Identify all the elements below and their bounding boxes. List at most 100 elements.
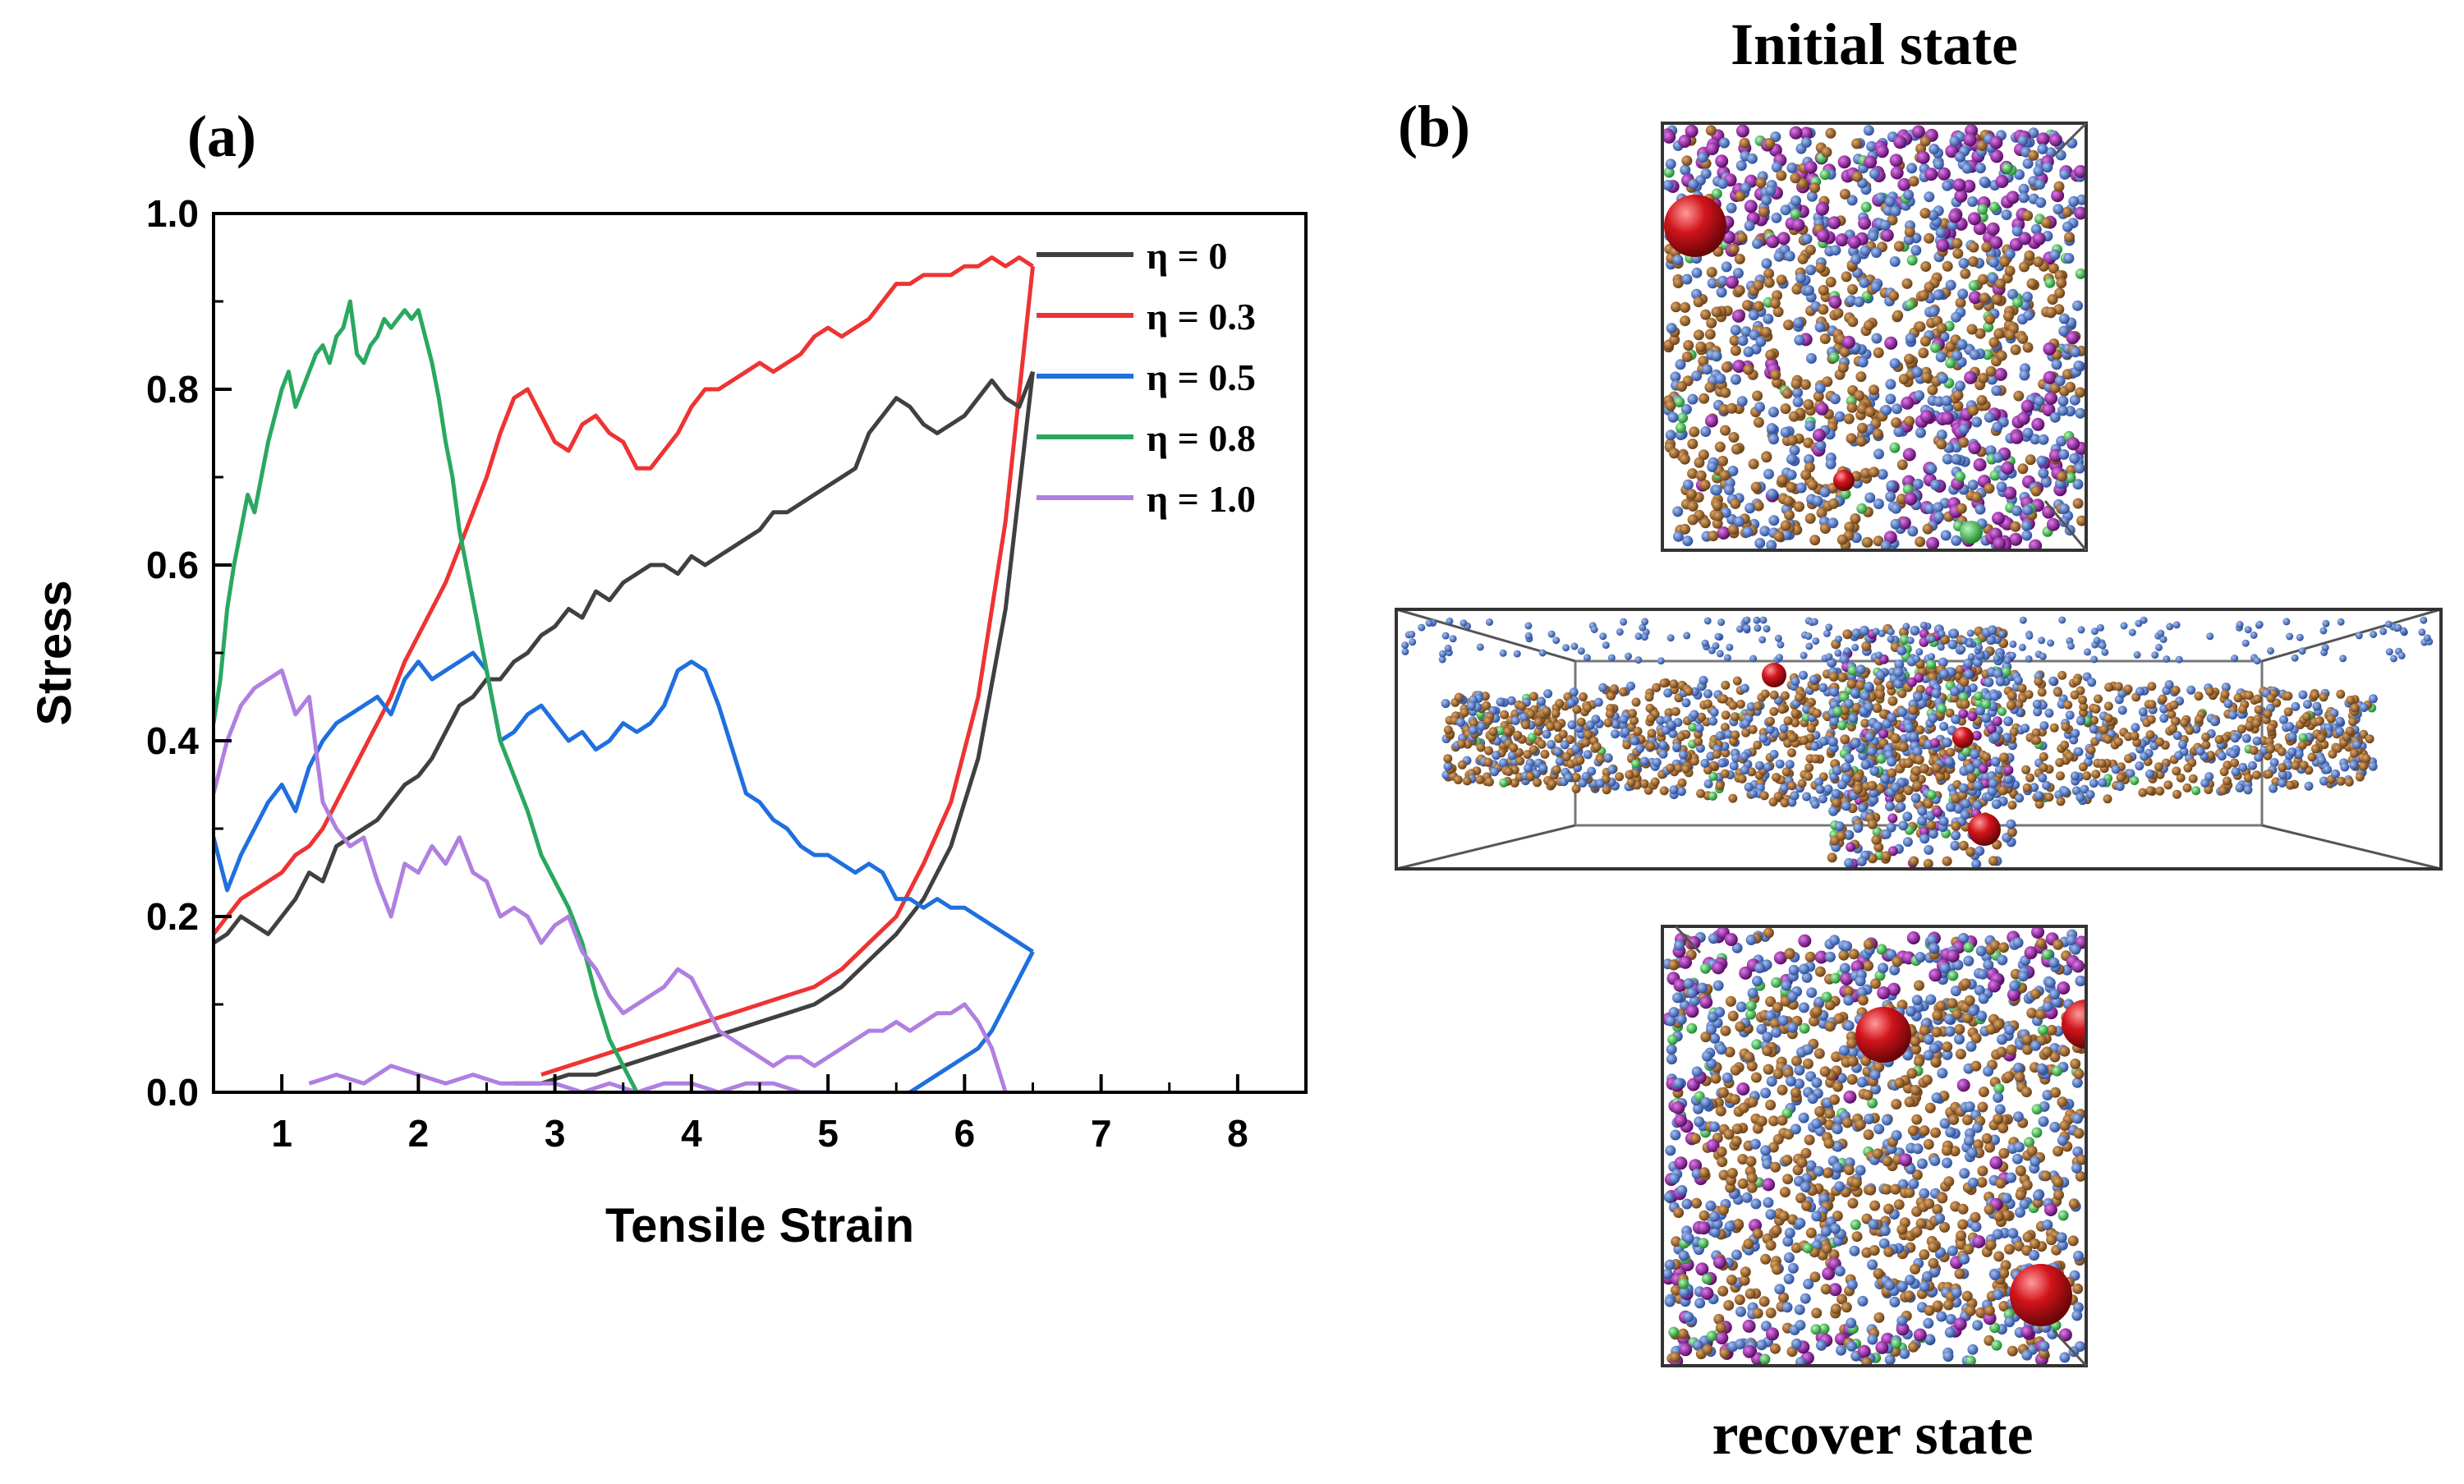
brown-particle: [1919, 1125, 1930, 1137]
blue-particle: [1467, 701, 1476, 711]
brown-particle: [1922, 523, 1933, 535]
blue-particle: [1672, 531, 1684, 542]
brown-particle: [1764, 138, 1776, 149]
green-particle: [1981, 699, 1992, 710]
blue-particle: [1663, 1192, 1675, 1203]
brown-particle: [2266, 724, 2276, 733]
brown-particle: [1974, 328, 1986, 339]
blue-particle: [1836, 1344, 1846, 1356]
brown-particle: [1765, 1100, 1777, 1110]
blue-particle: [1780, 783, 1789, 793]
purple-particle: [1958, 709, 1969, 719]
blue-particle: [1787, 1262, 1799, 1274]
initial-state-title: Initial state: [1731, 11, 2018, 77]
brown-particle: [1714, 441, 1726, 453]
blue-particle: [1510, 716, 1520, 725]
blue-particle: [1818, 737, 1828, 747]
brown-particle: [1668, 959, 1680, 971]
brown-particle: [2041, 1046, 2053, 1058]
blue-particle: [2221, 682, 2231, 692]
brown-particle: [1906, 1068, 1918, 1079]
purple-particle: [1674, 1114, 1688, 1128]
brown-particle: [1908, 176, 1919, 187]
purple-particle: [2010, 430, 2024, 444]
blue-particle: [2036, 455, 2048, 466]
purple-particle: [1864, 155, 1878, 169]
blue-particle: [1846, 1317, 1857, 1329]
purple-particle: [1828, 295, 1842, 309]
green-particle: [1745, 1000, 1757, 1012]
brown-particle: [1838, 949, 1850, 961]
blue-particle: [1978, 993, 1989, 1004]
brown-particle: [1575, 756, 1585, 765]
brown-particle: [1581, 737, 1591, 747]
blue-particle: [1800, 137, 1812, 148]
brown-particle: [1837, 1293, 1847, 1305]
brown-particle: [1881, 851, 1892, 861]
blue-particle: [1881, 829, 1892, 839]
purple-particle: [1986, 724, 1997, 734]
blue-particle: [1443, 761, 1453, 771]
brown-particle: [2345, 726, 2355, 736]
brown-particle: [2049, 723, 2059, 733]
blue-particle: [1780, 204, 1791, 216]
brown-particle: [2124, 754, 2133, 764]
purple-particle: [1840, 972, 1854, 986]
blue-particle: [1782, 1236, 1794, 1247]
brown-particle: [1777, 474, 1788, 485]
brown-particle: [1837, 534, 1848, 545]
purple-particle: [1858, 216, 1872, 230]
brown-particle: [1947, 998, 1958, 1009]
brown-particle: [1809, 1271, 1821, 1283]
blue-particle: [2030, 434, 2041, 445]
brown-particle: [1804, 1134, 1815, 1146]
brown-particle: [1558, 729, 1568, 739]
blue-particle: [2011, 225, 2023, 237]
blue-particle: [1731, 942, 1743, 953]
blue-particle: [1732, 268, 1744, 279]
blue-particle: [1682, 479, 1694, 490]
blue-particle: [1851, 628, 1862, 639]
purple-particle: [1880, 228, 1894, 242]
blue-particle: [1889, 358, 1901, 370]
purple-particle: [2048, 133, 2062, 147]
blue-particle: [1905, 333, 1916, 344]
brown-particle: [1728, 701, 1738, 710]
green-particle: [1496, 726, 1506, 736]
blue-particle: [1640, 633, 1648, 641]
brown-particle: [2326, 714, 2336, 724]
brown-particle: [2053, 1146, 2064, 1157]
brown-particle: [1892, 956, 1903, 967]
blue-particle: [1958, 424, 1970, 435]
blue-particle: [2117, 705, 2127, 715]
blue-particle: [1753, 616, 1761, 624]
blue-particle: [2012, 1062, 2024, 1073]
blue-particle: [1972, 800, 1983, 811]
purple-particle: [2044, 392, 2058, 405]
blue-particle: [2236, 621, 2244, 628]
brown-particle: [1797, 779, 1807, 788]
brown-particle: [1765, 1239, 1777, 1251]
blue-particle: [1801, 233, 1813, 245]
brown-particle: [1984, 314, 1996, 325]
brown-particle: [1769, 1018, 1781, 1029]
blue-particle: [1814, 777, 1823, 787]
green-particle: [1790, 209, 1801, 220]
blue-particle: [1966, 629, 1974, 637]
brown-particle: [2113, 682, 2123, 691]
blue-particle: [1925, 994, 1937, 1005]
blue-particle: [2038, 434, 2049, 445]
blue-particle: [2175, 655, 2183, 664]
blue-particle: [1707, 461, 1718, 472]
brown-particle: [1687, 439, 1699, 449]
brown-particle: [2169, 701, 2179, 710]
blue-particle: [1938, 373, 1948, 384]
blue-particle: [2049, 1121, 2061, 1133]
purple-particle: [1983, 1312, 1997, 1325]
brown-particle: [1695, 341, 1707, 352]
blue-particle: [1955, 151, 1965, 163]
blue-particle: [1832, 765, 1842, 775]
blue-particle: [2008, 651, 2016, 659]
brown-particle: [1952, 389, 1964, 401]
blue-particle: [1795, 1357, 1806, 1366]
